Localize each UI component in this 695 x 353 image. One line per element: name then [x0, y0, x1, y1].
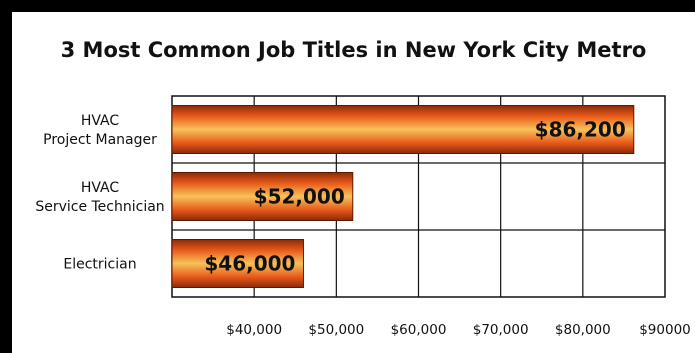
category-label: Service Technician — [35, 199, 164, 215]
category-label: HVAC — [81, 180, 120, 196]
bar-value-label: $46,000 — [204, 252, 295, 276]
x-tick-label: $60,000 — [391, 322, 447, 338]
bar-chart: $40,000 $50,000 $60,000 $70,000 $80,000 $9000… — [35, 95, 691, 338]
category-label: Project Manager — [43, 132, 157, 148]
bar-value-label: $52,000 — [254, 185, 345, 209]
category-label: HVAC — [81, 113, 120, 129]
x-tick-label: $80,000 — [555, 322, 611, 338]
x-tick-label: $90000 — [639, 322, 691, 338]
x-tick-label: $70,000 — [473, 322, 529, 338]
category-label: Electrician — [63, 257, 136, 273]
bar — [171, 239, 304, 288]
bar — [171, 172, 354, 221]
chart-title: 3 Most Common Job Titles in New York Cit… — [60, 38, 647, 62]
x-tick-label: $50,000 — [308, 322, 364, 338]
x-tick-label: $40,000 — [226, 322, 282, 338]
bar-value-label: $86,200 — [535, 118, 626, 142]
bar — [171, 105, 635, 154]
chart-frame: 3 Most Common Job Titles in New York Cit… — [12, 12, 695, 353]
